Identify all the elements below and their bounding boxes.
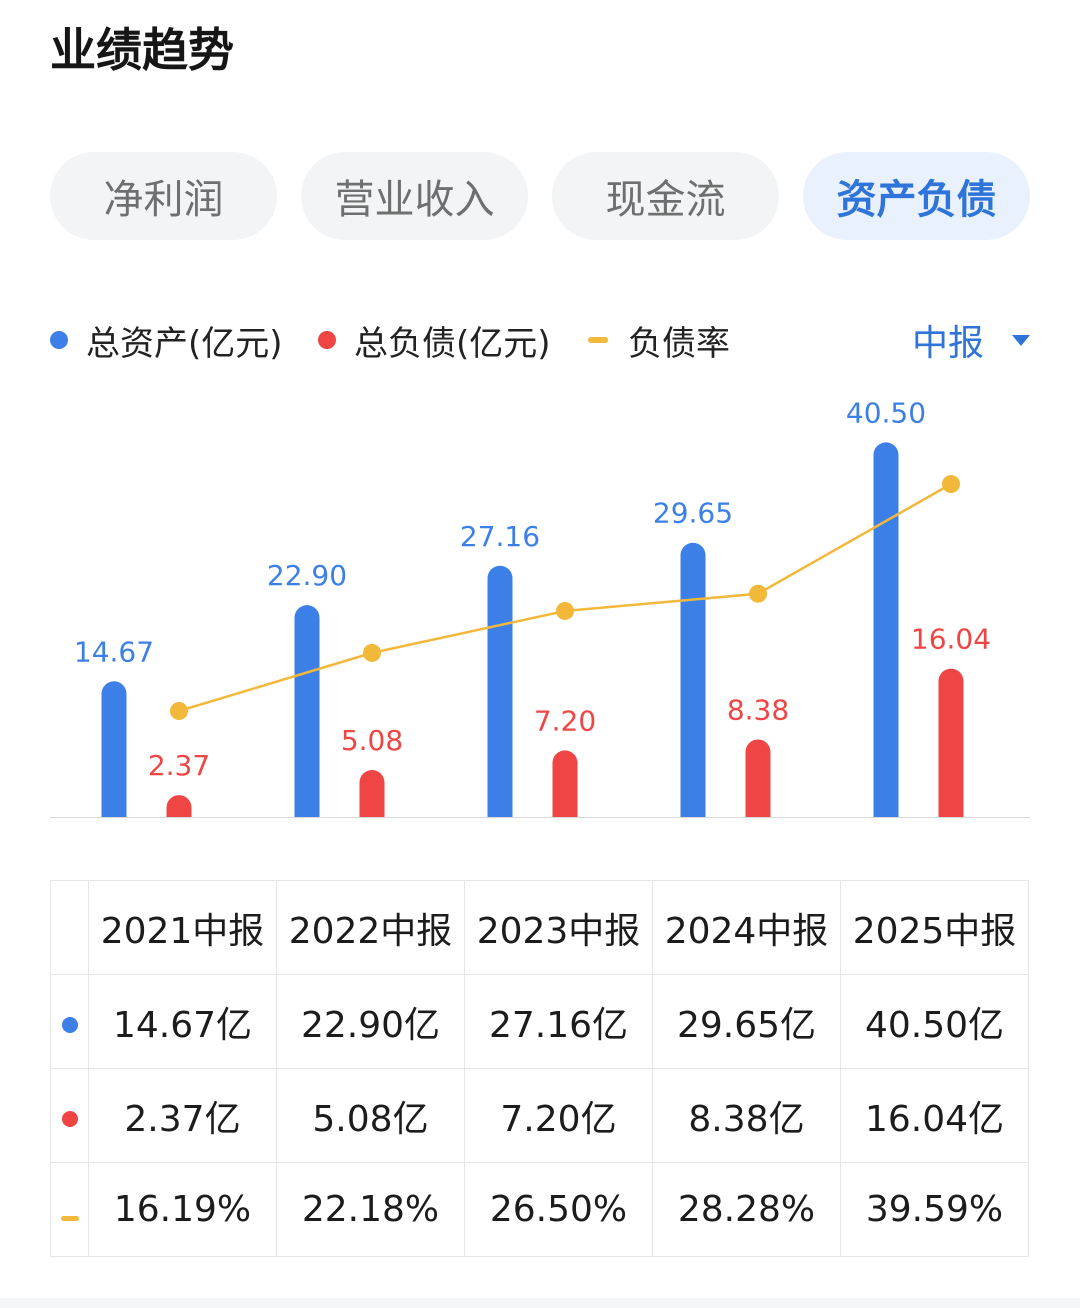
page-title: 业绩趋势 — [50, 23, 234, 77]
caret-down-icon — [1012, 334, 1030, 346]
table-cell: 7.20亿 — [464, 1068, 653, 1163]
debt-ratio-point — [170, 702, 188, 720]
data-table: 2021中报 2022中报 2023中报 2024中报 2025中报 14.67… — [50, 880, 1029, 1257]
debt-ratio-line — [178, 482, 952, 713]
table-row-ratio: 16.19% 22.18% 26.50% 28.28% 39.59% — [50, 1162, 1029, 1257]
table-cell: 16.19% — [88, 1162, 277, 1257]
table-row-assets: 14.67亿 22.90亿 27.16亿 29.65亿 40.50亿 — [50, 974, 1029, 1069]
tab-revenue[interactable]: 营业收入 — [301, 152, 528, 240]
period-selector-label: 中报 — [911, 323, 984, 364]
debt-ratio-point — [556, 601, 574, 620]
data-label-total-liabilities: 8.38 — [727, 693, 789, 726]
row-marker-ratio — [50, 1162, 89, 1257]
table-cell: 26.50% — [464, 1162, 653, 1257]
debt-ratio-point — [942, 475, 960, 494]
tab-net-profit[interactable]: 净利润 — [50, 152, 277, 240]
legend-label-ratio: 负债率 — [628, 323, 730, 364]
combo-chart: 14.67 2.37 22.90 5.08 27.16 7.20 29.65 8.38 40.5… — [50, 396, 1030, 818]
table-header-row: 2021中报 2022中报 2023中报 2024中报 2025中报 — [50, 880, 1029, 975]
bar-total-assets — [680, 542, 706, 817]
bar-total-assets — [873, 442, 899, 817]
period-selector[interactable]: 中报 — [912, 312, 1030, 368]
data-label-total-assets: 27.16 — [460, 520, 540, 553]
table-corner-cell — [50, 880, 89, 975]
bar-total-assets — [101, 681, 127, 817]
data-label-total-assets: 14.67 — [74, 635, 154, 668]
table-cell: 40.50亿 — [840, 974, 1029, 1069]
table-cell: 16.04亿 — [840, 1068, 1029, 1163]
table-cell: 2.37亿 — [88, 1068, 277, 1163]
table-cell: 22.90亿 — [276, 974, 465, 1069]
row-marker-assets — [50, 974, 89, 1069]
table-cell: 28.28% — [652, 1162, 841, 1257]
table-header-cell: 2025中报 — [840, 880, 1029, 975]
table-header-cell: 2023中报 — [464, 880, 653, 975]
bar-total-liabilities — [745, 739, 771, 817]
table-cell: 5.08亿 — [276, 1068, 465, 1163]
blue-dot-icon — [61, 1017, 78, 1033]
data-label-total-assets: 40.50 — [846, 396, 926, 429]
legend-dot-assets — [50, 331, 68, 349]
data-label-total-liabilities: 5.08 — [341, 724, 403, 757]
data-label-total-liabilities: 16.04 — [911, 623, 991, 656]
table-cell: 14.67亿 — [88, 974, 277, 1069]
data-label-total-assets: 22.90 — [267, 559, 347, 592]
red-dot-icon — [61, 1111, 78, 1127]
table-row-liabilities: 2.37亿 5.08亿 7.20亿 8.38亿 16.04亿 — [50, 1068, 1029, 1163]
table-cell: 8.38亿 — [652, 1068, 841, 1163]
legend-item-ratio[interactable]: 负债率 — [588, 312, 730, 368]
legend-label-assets: 总资产(亿元) — [86, 323, 283, 364]
bar-total-liabilities — [359, 770, 385, 817]
table-cell: 29.65亿 — [652, 974, 841, 1069]
bar-total-liabilities — [166, 795, 192, 817]
dash-icon — [60, 1216, 79, 1221]
bar-total-liabilities — [552, 750, 578, 817]
table-header-cell: 2021中报 — [88, 880, 277, 975]
table-cell: 39.59% — [840, 1162, 1029, 1257]
table-cell: 22.18% — [276, 1162, 465, 1257]
row-marker-liabilities — [50, 1068, 89, 1163]
bottom-divider — [0, 1298, 1080, 1308]
data-label-total-assets: 29.65 — [653, 497, 733, 530]
debt-ratio-point — [363, 643, 381, 662]
debt-ratio-point — [749, 584, 767, 603]
tab-cash-flow[interactable]: 现金流 — [552, 152, 779, 240]
metric-tabs: 净利润 营业收入 现金流 资产负债 — [50, 152, 1030, 240]
bar-total-liabilities — [938, 668, 964, 817]
table-header-cell: 2024中报 — [652, 880, 841, 975]
table-header-cell: 2022中报 — [276, 880, 465, 975]
bar-total-assets — [294, 605, 320, 817]
table-cell: 27.16亿 — [464, 974, 653, 1069]
legend-item-liabilities[interactable]: 总负债(亿元) — [318, 312, 551, 368]
legend-item-assets[interactable]: 总资产(亿元) — [50, 312, 283, 368]
legend-dash-ratio — [588, 337, 608, 343]
bar-total-assets — [487, 565, 513, 817]
tab-assets-liabilities[interactable]: 资产负债 — [803, 152, 1030, 240]
data-label-total-liabilities: 7.20 — [534, 704, 596, 737]
legend-label-liabilities: 总负债(亿元) — [354, 323, 551, 364]
data-label-total-liabilities: 2.37 — [148, 749, 210, 782]
chart-legend: 总资产(亿元) 总负债(亿元) 负债率 — [50, 312, 1030, 368]
legend-dot-liabilities — [318, 331, 336, 349]
